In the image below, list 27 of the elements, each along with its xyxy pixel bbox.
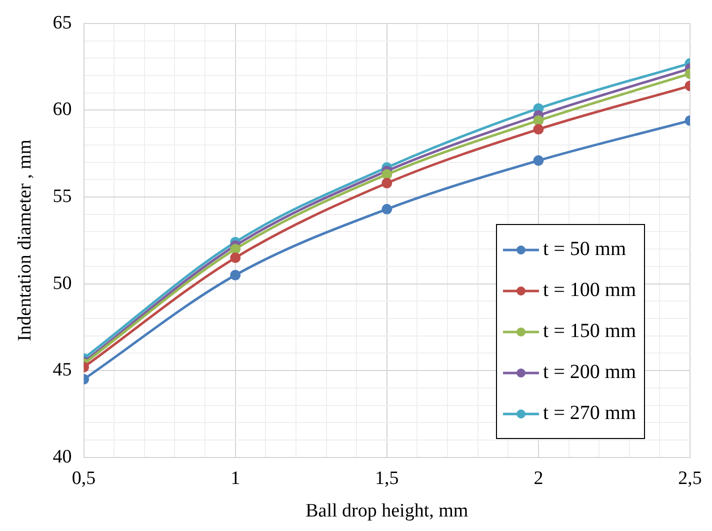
x-tick-label: 1,5: [375, 468, 399, 489]
x-tick-label: 1: [230, 468, 240, 489]
point: [533, 155, 544, 166]
legend-label: t = 100 mm: [543, 279, 636, 302]
point: [382, 178, 392, 188]
y-tick-label: 60: [52, 99, 72, 120]
point: [382, 204, 392, 214]
y-tick-label: 50: [52, 272, 72, 294]
legend-label: t = 150 mm: [543, 320, 636, 344]
point: [533, 124, 544, 135]
y-tick-label: 45: [52, 360, 72, 381]
x-axis-title: Ball drop height, mm: [306, 500, 468, 522]
legend-label: t = 270 mm: [543, 402, 636, 426]
point: [382, 169, 392, 180]
legend-label: t = 200 mm: [543, 361, 636, 384]
legend-label: t = 50 mm: [543, 238, 626, 262]
point: [230, 252, 241, 264]
point: [533, 115, 544, 126]
y-tick-label: 55: [52, 186, 72, 207]
point: [230, 244, 241, 254]
y-axis-title: Indentation diameter , mm: [14, 139, 36, 342]
y-tick-label: 40: [52, 446, 72, 468]
x-tick-label: 2,5: [678, 468, 702, 489]
y-tick-label: 65: [52, 12, 72, 34]
x-tick-label: 0,5: [72, 468, 96, 489]
x-tick-label: 2: [534, 468, 544, 489]
point: [230, 270, 241, 280]
